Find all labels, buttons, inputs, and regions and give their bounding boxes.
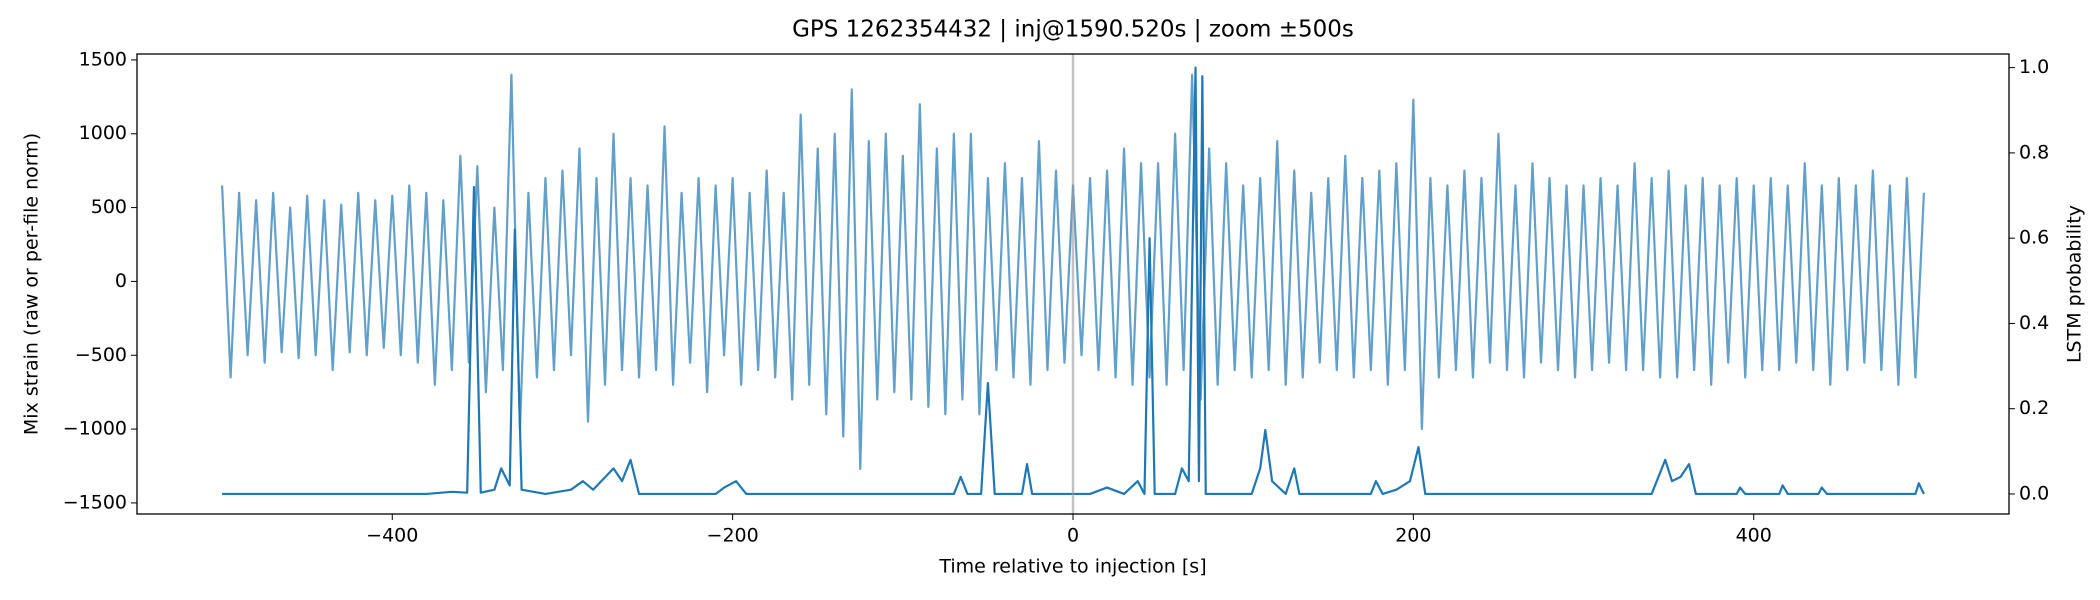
x-tick-label: 200 xyxy=(1395,525,1431,547)
y-tick-label: 0 xyxy=(115,270,127,292)
chart-title: GPS 1262354432 | inj@1590.520s | zoom ±5… xyxy=(792,17,1354,43)
y-tick-label: 500 xyxy=(91,196,127,218)
y2-tick-label: 0.8 xyxy=(2019,141,2049,163)
y2-tick-label: 0.6 xyxy=(2019,227,2049,249)
x-tick-label: −200 xyxy=(707,525,759,547)
y-tick-label: −1500 xyxy=(63,491,127,513)
x-tick-label: 0 xyxy=(1067,525,1079,547)
y2-tick-label: 0.0 xyxy=(2019,482,2049,504)
x-axis-label: Time relative to injection [s] xyxy=(938,556,1206,578)
x-tick-label: −400 xyxy=(366,525,418,547)
y-tick-label: −1000 xyxy=(63,418,127,440)
y2-axis-label: LSTM probability xyxy=(2064,205,2086,363)
y-tick-label: 1500 xyxy=(79,48,127,70)
y-axis-label: Mix strain (raw or per-file norm) xyxy=(21,133,43,435)
y2-tick-label: 1.0 xyxy=(2019,56,2049,78)
y-tick-label: −500 xyxy=(75,344,127,366)
y2-tick-label: 0.4 xyxy=(2019,312,2049,334)
y2-tick-label: 0.2 xyxy=(2019,397,2049,419)
y-tick-label: 1000 xyxy=(79,122,127,144)
x-tick-label: 400 xyxy=(1736,525,1772,547)
probability-line xyxy=(222,66,1925,496)
